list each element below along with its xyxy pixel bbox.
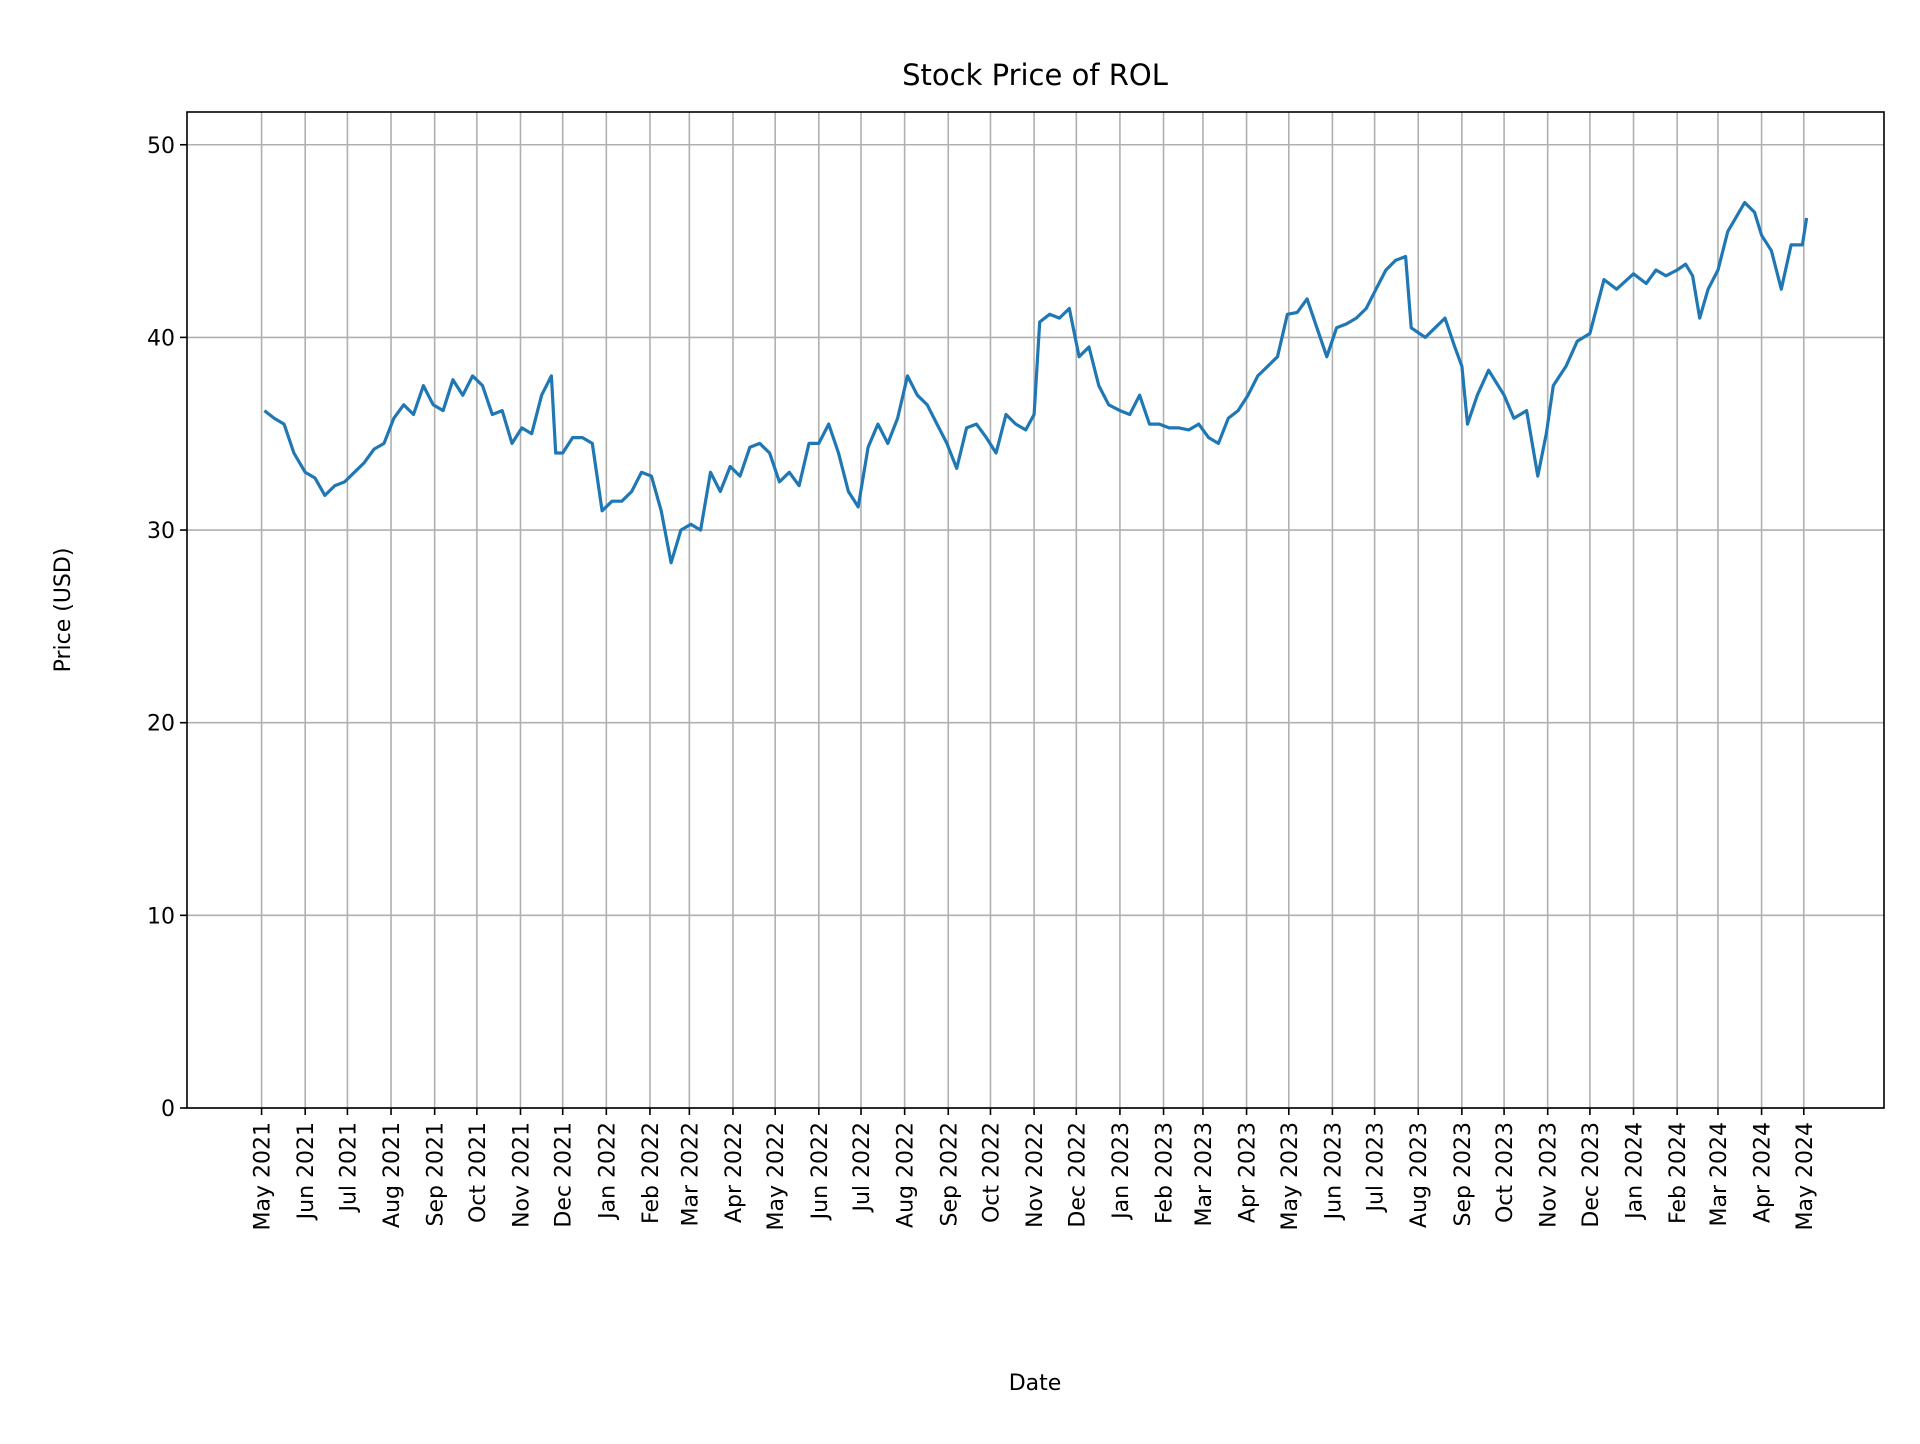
x-tick-label: Apr 2024 — [1751, 1122, 1776, 1223]
x-tick-label: Jul 2021 — [336, 1122, 361, 1214]
x-axis-label: Date — [1009, 1371, 1062, 1396]
x-tick-label: Oct 2023 — [1493, 1122, 1518, 1223]
x-tick-label: Apr 2023 — [1236, 1122, 1261, 1223]
x-tick-label: Dec 2022 — [1065, 1122, 1090, 1228]
x-tick-label: Oct 2022 — [979, 1122, 1004, 1223]
y-tick-label: 0 — [161, 1097, 175, 1122]
x-tick-label: May 2021 — [251, 1122, 276, 1230]
x-tick-label: Dec 2021 — [552, 1122, 577, 1228]
x-tick-label: Mar 2022 — [678, 1122, 703, 1227]
y-axis: 0 10 20 30 40 50 — [147, 134, 187, 1122]
x-tick-label: Nov 2022 — [1023, 1122, 1048, 1228]
x-tick-label: May 2024 — [1793, 1122, 1818, 1230]
axes-frame — [186, 111, 1885, 1109]
x-tick-label: Aug 2023 — [1407, 1122, 1432, 1228]
x-tick-label: Mar 2024 — [1707, 1122, 1732, 1227]
y-tick-label: 50 — [147, 134, 175, 159]
x-tick-label: Jun 2023 — [1321, 1122, 1346, 1221]
x-tick-label: May 2022 — [764, 1122, 789, 1230]
plot-area — [263, 200, 1809, 565]
x-tick-label: Jul 2023 — [1364, 1122, 1389, 1214]
chart-title: Stock Price of ROL — [902, 58, 1168, 92]
y-axis-label: Price (USD) — [51, 548, 76, 673]
x-tick-label: Nov 2021 — [509, 1122, 534, 1228]
x-tick-label: May 2023 — [1278, 1122, 1303, 1230]
x-tick-label: Jan 2024 — [1623, 1122, 1648, 1221]
x-tick-label: Oct 2021 — [466, 1122, 491, 1223]
price-line — [263, 200, 1809, 565]
x-tick-label: Feb 2022 — [639, 1122, 664, 1224]
x-tick-label: Sep 2021 — [424, 1122, 449, 1226]
x-tick-label: Aug 2021 — [380, 1122, 405, 1228]
y-tick-label: 10 — [147, 904, 175, 929]
x-tick-label: Dec 2023 — [1579, 1122, 1604, 1228]
x-tick-label: Aug 2022 — [894, 1122, 919, 1228]
x-tick-label: Mar 2023 — [1192, 1122, 1217, 1227]
x-tick-label: Jun 2021 — [294, 1122, 319, 1221]
x-tick-label: Sep 2023 — [1451, 1122, 1476, 1226]
x-tick-label: Jul 2022 — [850, 1122, 875, 1214]
x-tick-label: Apr 2022 — [722, 1122, 747, 1223]
y-tick-label: 30 — [147, 519, 175, 544]
x-tick-label: Feb 2024 — [1666, 1122, 1691, 1224]
x-tick-label: Jan 2023 — [1109, 1122, 1134, 1221]
x-axis: May 2021 Jun 2021 Jul 2021 Aug 2021 Sep 2021… — [251, 1108, 1818, 1230]
grid — [187, 112, 1884, 1109]
x-tick-label: Jun 2022 — [808, 1122, 833, 1221]
x-tick-label: Nov 2023 — [1537, 1122, 1562, 1228]
x-tick-label: Sep 2022 — [937, 1122, 962, 1226]
x-tick-label: Jan 2022 — [595, 1122, 620, 1221]
y-tick-label: 20 — [147, 712, 175, 737]
y-tick-label: 40 — [147, 326, 175, 351]
x-tick-label: Feb 2023 — [1153, 1122, 1178, 1224]
